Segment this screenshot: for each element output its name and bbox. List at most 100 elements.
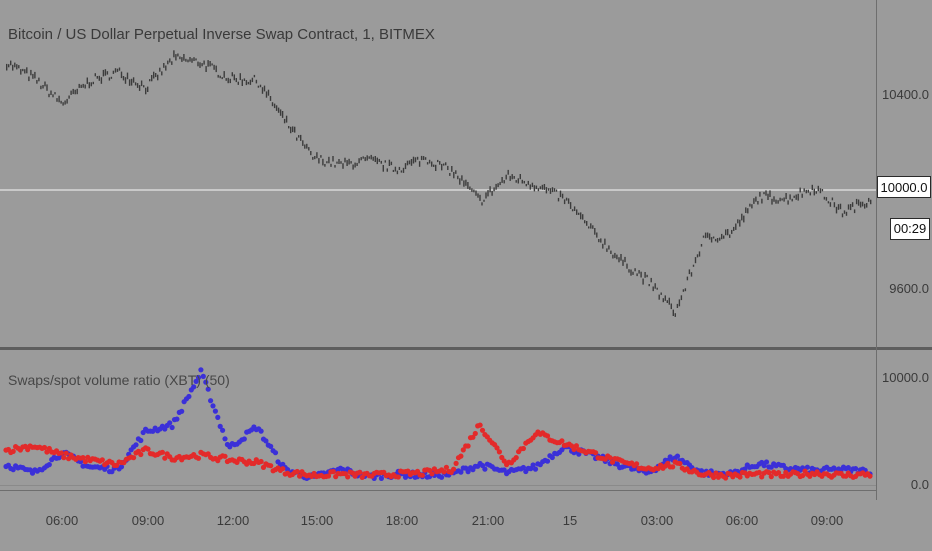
price-candle	[145, 87, 147, 95]
price-candle	[529, 184, 531, 190]
ratio-point	[46, 462, 52, 468]
price-candle	[829, 202, 832, 207]
price-candle	[779, 197, 781, 202]
ratio-point	[345, 474, 351, 480]
price-candle	[245, 80, 248, 86]
ratio-point	[167, 420, 173, 426]
price-candle	[499, 181, 501, 186]
ratio-point	[698, 468, 705, 474]
ratio-point	[272, 450, 279, 456]
price-candle	[157, 74, 159, 81]
price-candle	[714, 238, 717, 242]
price-candle	[793, 195, 795, 198]
price-candle	[457, 175, 459, 180]
price-label-9600: 9600.0	[889, 281, 929, 296]
ratio-point	[800, 473, 806, 479]
price-candle	[290, 126, 292, 134]
price-candle	[265, 91, 268, 98]
ratio-point	[479, 427, 486, 433]
price-candle	[725, 229, 727, 236]
price-candle	[477, 193, 479, 198]
ratio-point	[263, 438, 269, 444]
ratio-point	[759, 474, 765, 480]
price-candle	[507, 169, 509, 175]
ratio-point	[145, 446, 151, 452]
price-candle	[296, 137, 298, 141]
price-candle	[378, 158, 380, 162]
ratio-point	[220, 427, 226, 433]
price-candle	[443, 163, 445, 166]
ratio-point	[439, 474, 445, 480]
price-candle	[30, 69, 32, 76]
price-candle	[348, 158, 350, 165]
price-candle	[122, 76, 125, 81]
price-candle	[801, 193, 803, 198]
price-candle	[96, 76, 98, 79]
ratio-point	[330, 469, 336, 475]
price-candle	[420, 155, 423, 161]
price-candle	[294, 126, 296, 133]
price-axis[interactable]: 10400.0 9600.0 10000.0 0.0	[876, 0, 932, 500]
price-candle	[563, 199, 566, 205]
price-candle	[6, 63, 8, 71]
price-candle	[684, 288, 687, 292]
price-candle	[447, 165, 449, 170]
price-candle	[533, 185, 536, 192]
price-candle	[868, 197, 870, 202]
price-candle	[445, 162, 447, 166]
price-candle	[596, 232, 598, 238]
price-candle	[275, 105, 278, 111]
time-axis[interactable]	[0, 490, 876, 551]
price-candle	[523, 180, 525, 184]
price-candle	[120, 71, 123, 79]
ratio-point	[453, 460, 459, 466]
ratio-point	[210, 403, 216, 409]
price-candle	[694, 257, 697, 264]
price-candle	[132, 77, 135, 83]
ratio-point	[451, 466, 457, 472]
price-candle	[46, 84, 48, 91]
price-candle	[539, 186, 542, 190]
price-candle	[310, 151, 312, 156]
pane-separator[interactable]	[0, 347, 932, 350]
price-candle	[340, 161, 342, 164]
ratio-point	[241, 436, 247, 442]
price-candle	[853, 209, 856, 214]
price-candle	[481, 202, 483, 206]
price-candle	[231, 72, 233, 77]
price-candle	[10, 60, 12, 66]
price-candle	[424, 157, 427, 160]
price-candle	[416, 156, 419, 160]
price-candle	[771, 198, 773, 205]
price-candle	[628, 269, 630, 273]
price-candle	[582, 214, 584, 220]
price-candle	[356, 162, 358, 166]
ratio-point	[465, 469, 471, 475]
price-candle	[513, 176, 515, 179]
price-candle	[626, 263, 628, 269]
price-candle	[614, 252, 616, 259]
price-candle	[747, 208, 749, 214]
ratio-point	[513, 455, 519, 461]
price-candle	[408, 160, 411, 165]
ratio-point	[133, 442, 139, 448]
price-candle	[859, 201, 862, 208]
ratio-point	[470, 434, 476, 440]
price-candle	[501, 177, 503, 183]
price-candle	[300, 134, 302, 141]
ratio-point	[763, 459, 770, 465]
price-candle	[590, 223, 592, 229]
price-candle	[338, 159, 340, 164]
price-candle	[18, 65, 20, 69]
price-candle	[473, 189, 475, 193]
ratio-point	[766, 469, 772, 476]
ratio-point	[200, 373, 206, 379]
indicator-title[interactable]: Swaps/spot volume ratio (XBT) (50)	[8, 372, 230, 388]
symbol-title[interactable]: Bitcoin / US Dollar Perpetual Inverse Sw…	[8, 26, 435, 43]
price-candle	[557, 197, 560, 202]
price-candle	[16, 64, 18, 70]
price-candle	[58, 95, 60, 103]
price-candle	[751, 204, 753, 209]
ratio-point	[607, 455, 613, 461]
